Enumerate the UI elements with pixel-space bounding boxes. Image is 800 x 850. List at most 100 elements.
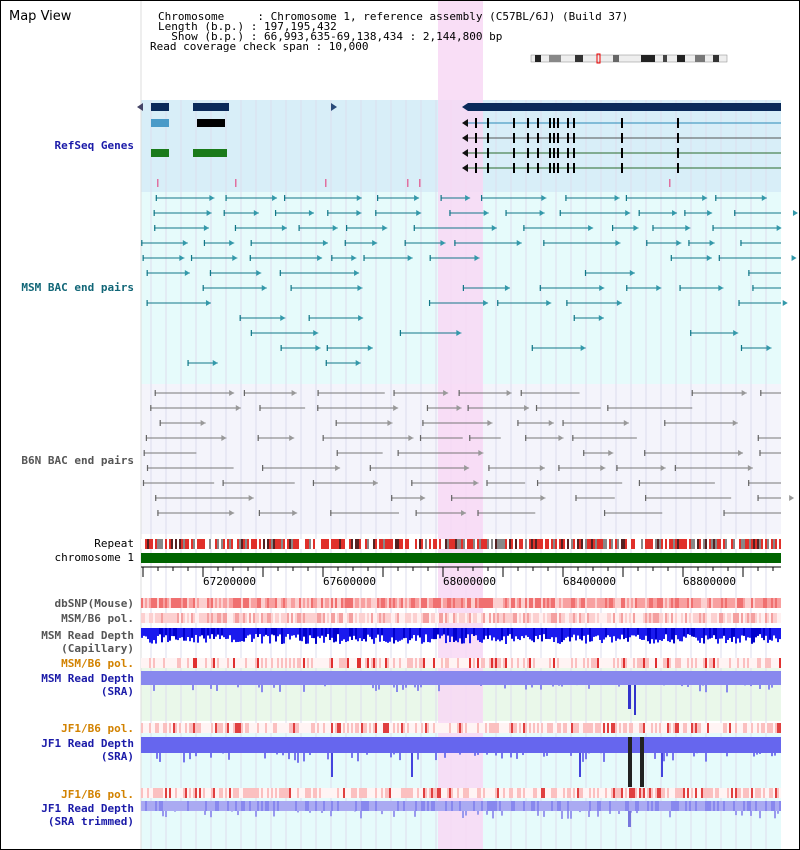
jf1-pol2-cell <box>501 788 503 798</box>
depth-bar <box>297 628 299 635</box>
depth-cell <box>317 801 319 811</box>
depth-bar <box>737 628 739 639</box>
dbsnp-cell <box>403 598 405 608</box>
msm-pol2-cell <box>529 658 531 668</box>
dbsnp-cell <box>733 598 735 608</box>
msm-pol2-cell <box>233 658 235 668</box>
msm-pol2-cell <box>167 658 169 668</box>
depth-spike <box>666 753 668 757</box>
jf1-pol-cell <box>277 723 279 733</box>
depth-spike <box>628 811 631 827</box>
track-label-msm-b6-pol-2[interactable]: MSM/B6 pol. <box>61 657 134 670</box>
ruler-label: 67200000 <box>203 575 256 588</box>
track-label-msm-read-depth-capillary[interactable]: MSM Read Depth (Capillary) <box>41 629 134 655</box>
bac-end-arrow <box>625 210 631 216</box>
depth-cell <box>169 801 171 811</box>
repeat-block <box>305 539 307 549</box>
dbsnp-cell <box>363 598 365 608</box>
msm-pol2-cell <box>227 658 229 668</box>
jf1-pol-cell <box>391 723 393 733</box>
depth-bar <box>227 628 229 639</box>
depth-cell <box>289 801 291 811</box>
depth-bar <box>353 628 355 636</box>
track-label-jf1-b6-pol[interactable]: JF1/B6 pol. <box>61 722 134 735</box>
depth-spike <box>570 811 572 819</box>
jf1-pol-cell <box>711 723 713 733</box>
jf1-pol-cell <box>575 723 577 733</box>
msm-pol2-cell <box>439 658 441 668</box>
msm-pol2-cell <box>283 658 285 668</box>
msm-pol-cell <box>631 613 633 623</box>
repeat-block <box>355 539 357 549</box>
msm-pol-cell <box>615 613 617 623</box>
dbsnp-cell <box>435 598 437 608</box>
ruler-label: 68400000 <box>563 575 616 588</box>
jf1-pol2-cell <box>177 788 179 798</box>
jf1-pol-cell <box>443 723 445 733</box>
msm-pol-cell <box>459 613 461 623</box>
depth-bar <box>543 628 545 635</box>
jf1-pol-cell <box>467 723 469 733</box>
jf1-pol-cell <box>735 723 737 733</box>
jf1-pol2-cell <box>303 788 305 798</box>
track-label-jf1-b6-pol-2[interactable]: JF1/B6 pol. <box>61 788 134 801</box>
depth-cell <box>735 801 737 811</box>
track-label-msm-bac[interactable]: MSM BAC end pairs <box>21 281 134 294</box>
msm-pol2-cell <box>515 658 517 668</box>
depth-cell <box>631 801 633 811</box>
track-label-msm-b6-pol[interactable]: MSM/B6 pol. <box>61 612 134 625</box>
repeat-block <box>707 539 709 549</box>
msm-pol2-cell <box>561 658 563 668</box>
depth-cell <box>761 801 763 811</box>
depth-bar <box>357 628 359 642</box>
jf1-pol-cell <box>261 723 263 733</box>
jf1-pol-cell <box>731 723 733 733</box>
repeat-block <box>147 539 149 549</box>
jf1-pol-cell <box>675 723 677 733</box>
jf1-pol2-cell <box>753 788 755 798</box>
jf1-pol2-cell <box>633 788 635 798</box>
track-label-dbsnp[interactable]: dbSNP(Mouse) <box>54 597 134 610</box>
repeat-block <box>427 539 429 549</box>
track-label-b6n-bac[interactable]: B6N BAC end pairs <box>21 454 134 467</box>
jf1-pol2-cell <box>331 788 333 798</box>
repeat-block <box>585 539 587 549</box>
jf1-pol2-cell <box>427 788 429 798</box>
depth-spike <box>543 753 545 757</box>
bac-end-arrow <box>407 255 413 261</box>
dbsnp-cell <box>141 598 143 608</box>
track-label-jf1-read-depth-trimmed[interactable]: JF1 Read Depth (SRA trimmed) <box>41 802 134 828</box>
depth-bar <box>285 628 287 637</box>
ideogram-band <box>663 55 667 62</box>
repeat-block <box>515 539 517 549</box>
bac-end <box>157 510 159 516</box>
depth-spike <box>174 811 176 812</box>
depth-bar <box>501 628 503 641</box>
repeat-block <box>619 539 621 549</box>
depth-cell <box>653 801 655 811</box>
depth-cell <box>529 801 531 811</box>
dbsnp-cell <box>433 598 435 608</box>
repeat-block <box>639 539 641 549</box>
track-label-jf1-read-depth-sra[interactable]: JF1 Read Depth (SRA) <box>41 737 134 763</box>
track-label-msm-read-depth-sra[interactable]: MSM Read Depth (SRA) <box>41 672 134 698</box>
repeat-block <box>249 539 251 549</box>
depth-bar <box>371 628 373 640</box>
depth-bar <box>445 628 447 644</box>
msm-pol-cell <box>255 613 257 623</box>
jf1-pol2-cell <box>285 788 287 798</box>
track-label-refseq[interactable]: RefSeq Genes <box>54 139 134 152</box>
jf1-pol2-cell <box>325 788 327 798</box>
repeat-block <box>391 539 393 549</box>
jf1-pol-cell <box>737 723 739 733</box>
depth-cell <box>677 801 679 811</box>
msm-pol-cell <box>317 613 319 623</box>
jf1-pol-cell <box>743 723 745 733</box>
depth-cell <box>389 801 391 811</box>
jf1-pol-cell <box>413 723 415 733</box>
depth-bar <box>553 628 555 643</box>
msm-pol-cell <box>551 613 553 623</box>
jf1-pol2-cell <box>211 788 213 798</box>
